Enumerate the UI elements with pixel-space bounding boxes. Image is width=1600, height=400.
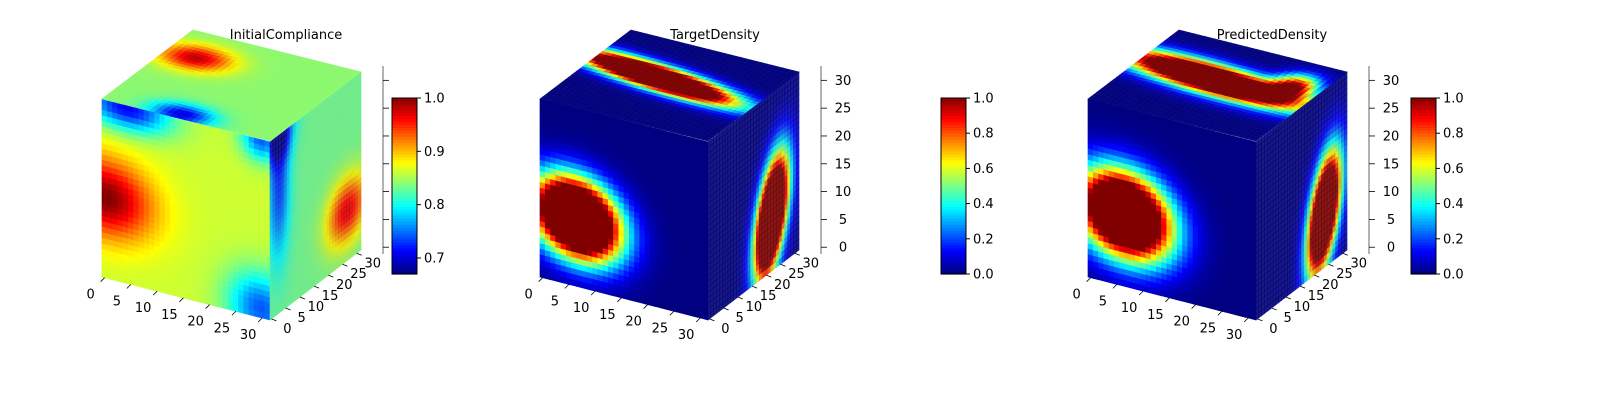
- chart2-voxel: [613, 289, 620, 298]
- chart2-voxel: [544, 272, 551, 281]
- chart2-voxel: [691, 310, 698, 318]
- chart1-ytick-mark-6: [356, 252, 362, 256]
- chart2-voxel: [592, 284, 599, 293]
- chart1-xtick-label-4: 20: [187, 315, 204, 330]
- chart1-xtick-mark-5: [231, 310, 237, 316]
- chart1-voxel: [106, 272, 113, 281]
- chart2-voxel: [586, 283, 593, 291]
- chart1-xtick-label-2: 10: [135, 301, 152, 316]
- chart1-voxel: [138, 280, 145, 289]
- chart1-ytick-mark-1: [285, 307, 291, 311]
- chart1-xtick-mark-0: [100, 277, 105, 282]
- chart1-xtick-mark-3: [179, 297, 184, 303]
- chart1-voxel: [206, 297, 213, 306]
- chart1-voxel: [175, 289, 182, 298]
- chart1-voxel: [217, 300, 224, 309]
- chart1-voxel: [148, 283, 155, 291]
- chart2-voxel: [576, 280, 583, 289]
- chart1-ytick-mark-4: [328, 274, 334, 278]
- chart2-voxel: [670, 304, 677, 313]
- chart1-xtick-label-3: 15: [161, 308, 178, 323]
- chart2-voxel: [649, 299, 656, 307]
- chart1-xtick-label-0: 0: [86, 288, 94, 303]
- chart1-voxel: [243, 307, 250, 316]
- chart2-voxel: [555, 275, 562, 283]
- chart1-voxel: [159, 285, 166, 294]
- chart2-voxel: [597, 285, 604, 294]
- chart2-voxel: [560, 276, 567, 285]
- chart1-voxel: [169, 288, 176, 297]
- chart2-voxel: [639, 296, 646, 305]
- chart1-voxel: [201, 296, 208, 305]
- chart1-xtick-mark-4: [205, 304, 210, 309]
- chart2-voxel: [644, 297, 651, 306]
- chart1-colorbar-band: [392, 98, 417, 102]
- chart1-ytick-label-6: 30: [364, 256, 381, 271]
- chart2-voxel: [676, 305, 683, 314]
- chart1-voxel: [127, 277, 134, 286]
- chart1-voxel: [227, 303, 234, 311]
- chart1-ytick-mark-0: [271, 318, 277, 322]
- chart1-voxel: [253, 310, 260, 318]
- chart2-voxel: [665, 303, 672, 311]
- chart1-voxel: [238, 305, 245, 314]
- chart2-voxel: [607, 288, 614, 297]
- chart1-voxel: [185, 292, 192, 301]
- chart2-voxel: [660, 301, 667, 310]
- chart2-voxel: [628, 293, 635, 302]
- chart1-ytick-mark-2: [299, 296, 306, 300]
- chart2-voxel: [550, 273, 557, 282]
- chart1-voxel: [211, 299, 218, 307]
- chart1-xtick-mark-6: [257, 317, 263, 323]
- chart2-voxel: [602, 287, 609, 295]
- chart1-ytick-label-1: 5: [298, 311, 306, 326]
- chart1-voxel: [101, 271, 108, 279]
- chart1-voxel: [190, 293, 197, 302]
- chart2-voxel: [618, 291, 625, 299]
- chart1-colorbar-tick-label-2: 0.9: [424, 145, 445, 160]
- chart2-voxel: [581, 281, 588, 290]
- chart1-voxel: [264, 312, 271, 321]
- subplot-title-1: InitialCompliance: [230, 28, 343, 43]
- chart2-voxel: [634, 295, 641, 303]
- chart1-voxel: [133, 279, 140, 287]
- chart1-voxel: [222, 301, 229, 310]
- subplot-title-3: PredictedDensity: [1217, 28, 1328, 43]
- chart1-ytick-mark-5: [342, 263, 348, 267]
- chart1-colorbar-tick-label-0: 0.7: [424, 252, 445, 267]
- chart2-voxel: [702, 312, 709, 321]
- chart1-voxel: [154, 284, 161, 293]
- chart1-voxel: [232, 304, 239, 313]
- chart2-voxel: [539, 271, 546, 279]
- chart1-cube-face-front: [101, 98, 271, 321]
- chart2-voxel: [686, 308, 693, 317]
- chart1-voxel: [117, 275, 124, 283]
- chart1-voxel: [122, 276, 129, 285]
- chart1-xtick-label-5: 25: [214, 321, 231, 336]
- chart1-ytick-mark-3: [313, 285, 320, 289]
- chart1-voxel: [143, 281, 150, 290]
- chart1-colorbar-tick-label-3: 1.0: [424, 92, 445, 107]
- chart1-ytick-label-0: 0: [283, 322, 291, 337]
- chart1-xtick-label-1: 5: [113, 294, 121, 309]
- chart1-voxel: [196, 295, 203, 303]
- chart1-voxel: [180, 291, 187, 299]
- chart1-voxel: [112, 273, 119, 282]
- chart1-xtick-mark-2: [152, 290, 158, 296]
- chart2-voxel: [697, 311, 704, 320]
- chart2-voxel: [655, 300, 662, 309]
- subplot-title-2: TargetDensity: [669, 28, 760, 43]
- chart1-xtick-label-6: 30: [240, 328, 257, 343]
- chart2-voxel: [681, 307, 688, 316]
- chart2-voxel: [623, 292, 630, 301]
- chart2-voxel: [571, 279, 578, 287]
- chart1-colorbar-tick-label-1: 0.8: [424, 198, 445, 213]
- chart1-voxel: [248, 308, 255, 317]
- chart1-voxel: [259, 311, 266, 320]
- chart1-voxel: [164, 287, 171, 295]
- chart2-voxel: [565, 277, 572, 286]
- chart1-xtick-mark-1: [126, 284, 132, 289]
